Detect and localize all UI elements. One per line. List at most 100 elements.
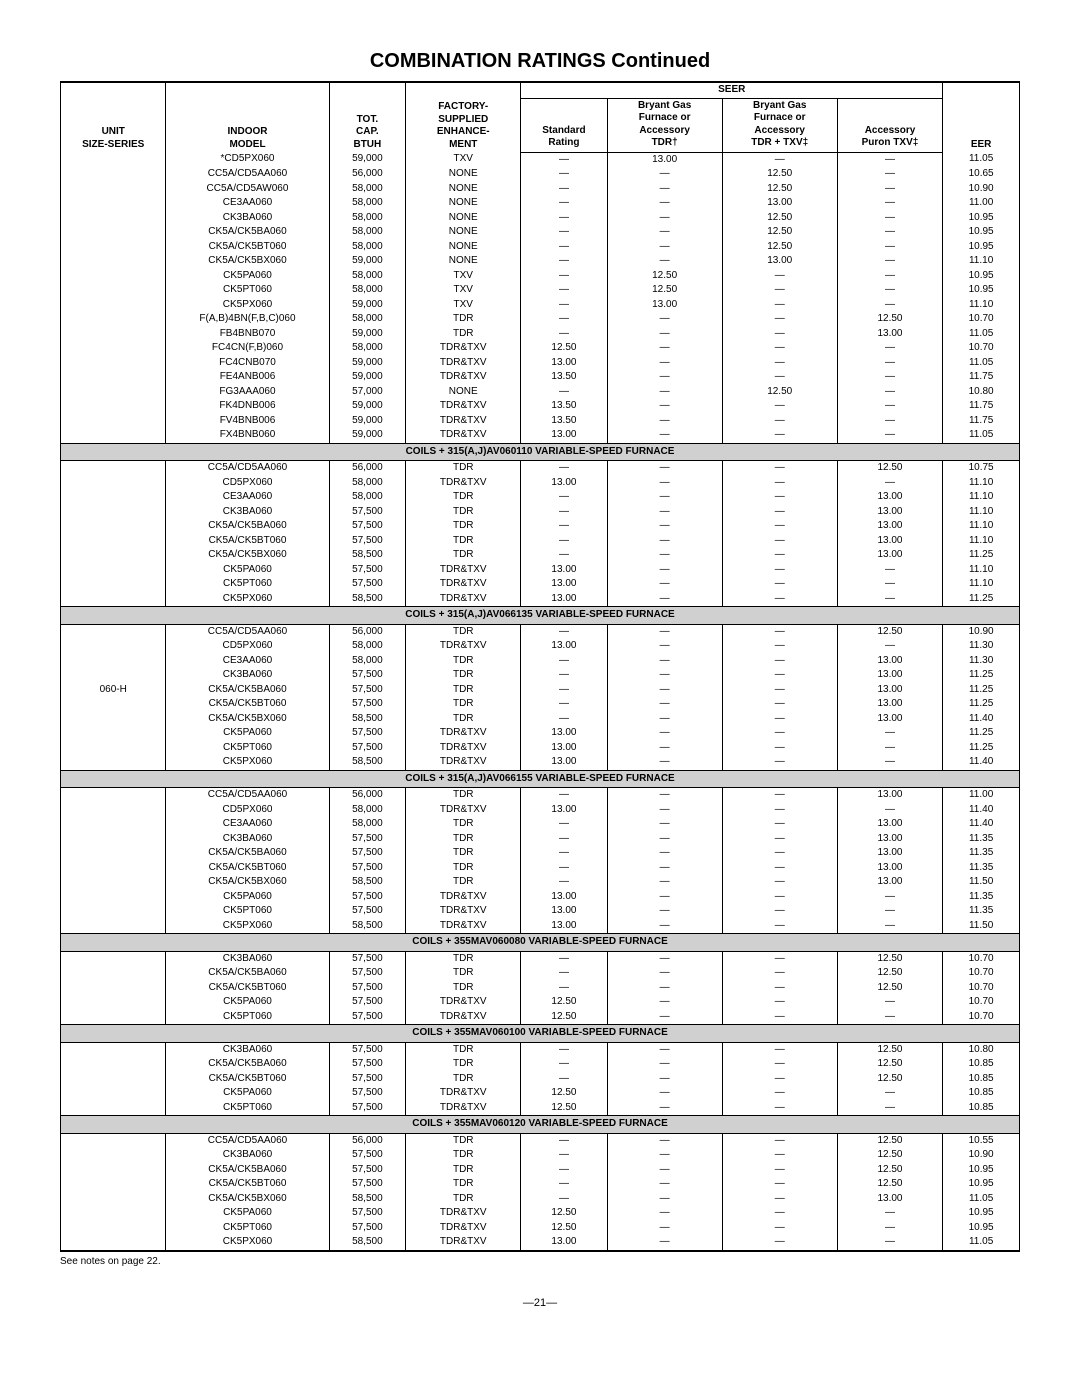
cell-btuh: 57,500	[329, 1221, 406, 1236]
cell-unit	[61, 1133, 166, 1148]
cell-eer: 11.05	[943, 356, 1020, 371]
cell-tdr: —	[607, 788, 722, 803]
cell-tdrtxv: —	[722, 1086, 837, 1101]
cell-model: CK5A/CK5BT060	[166, 1072, 329, 1087]
cell-puron: —	[837, 904, 942, 919]
cell-std: 13.00	[521, 577, 607, 592]
cell-enh: TDR	[406, 534, 521, 549]
table-row: CE3AA06058,000NONE——13.00—11.00	[61, 196, 1020, 211]
cell-puron: —	[837, 726, 942, 741]
cell-model: *CD5PX060	[166, 152, 329, 167]
cell-btuh: 59,000	[329, 428, 406, 443]
cell-enh: TDR&TXV	[406, 639, 521, 654]
cell-btuh: 57,500	[329, 697, 406, 712]
cell-unit	[61, 312, 166, 327]
cell-enh: TDR	[406, 654, 521, 669]
cell-puron: 13.00	[837, 875, 942, 890]
cell-puron: —	[837, 385, 942, 400]
cell-tdrtxv: —	[722, 1057, 837, 1072]
cell-enh: NONE	[406, 240, 521, 255]
hdr-model: INDOORMODEL	[166, 82, 329, 152]
hdr-std: StandardRating	[521, 98, 607, 152]
cell-std: —	[521, 1133, 607, 1148]
cell-unit	[61, 817, 166, 832]
cell-tdrtxv: —	[722, 712, 837, 727]
cell-tdr: —	[607, 534, 722, 549]
table-row: CK3BA06057,500TDR———13.0011.25	[61, 668, 1020, 683]
cell-puron: 13.00	[837, 861, 942, 876]
cell-eer: 10.95	[943, 1206, 1020, 1221]
cell-std: —	[521, 712, 607, 727]
cell-unit	[61, 563, 166, 578]
table-row: CK5A/CK5BX06058,500TDR———13.0011.50	[61, 875, 1020, 890]
cell-btuh: 57,500	[329, 741, 406, 756]
cell-std: —	[521, 225, 607, 240]
cell-unit	[61, 577, 166, 592]
cell-eer: 11.25	[943, 726, 1020, 741]
cell-tdrtxv: —	[722, 890, 837, 905]
cell-enh: TDR&TXV	[406, 563, 521, 578]
cell-eer: 10.85	[943, 1057, 1020, 1072]
cell-enh: TDR	[406, 1072, 521, 1087]
cell-std: 12.50	[521, 1206, 607, 1221]
cell-eer: 10.65	[943, 167, 1020, 182]
ratings-table: UNITSIZE-SERIES INDOORMODEL TOT.CAP.BTUH…	[60, 81, 1020, 1252]
table-row: CC5A/CD5AA06056,000NONE——12.50—10.65	[61, 167, 1020, 182]
table-row: CK5PX06058,500TDR&TXV13.00———11.50	[61, 919, 1020, 934]
cell-enh: TDR&TXV	[406, 476, 521, 491]
cell-enh: TDR&TXV	[406, 726, 521, 741]
cell-enh: TDR&TXV	[406, 904, 521, 919]
cell-model: CK5A/CK5BX060	[166, 875, 329, 890]
cell-std: 13.00	[521, 890, 607, 905]
cell-std: —	[521, 312, 607, 327]
table-row: CK3BA06057,500TDR———12.5010.90	[61, 1148, 1020, 1163]
cell-tdr: —	[607, 1101, 722, 1116]
cell-tdr: —	[607, 211, 722, 226]
cell-puron: —	[837, 370, 942, 385]
cell-btuh: 59,000	[329, 298, 406, 313]
cell-unit	[61, 1057, 166, 1072]
cell-model: CK5PX060	[166, 1235, 329, 1251]
cell-puron: —	[837, 995, 942, 1010]
cell-puron: —	[837, 1206, 942, 1221]
cell-eer: 11.30	[943, 654, 1020, 669]
cell-model: CK5PT060	[166, 1101, 329, 1116]
cell-puron: 13.00	[837, 548, 942, 563]
cell-tdr: —	[607, 683, 722, 698]
table-row: F(A,B)4BN(F,B,C)06058,000TDR———12.5010.7…	[61, 312, 1020, 327]
cell-unit	[61, 890, 166, 905]
cell-tdrtxv: —	[722, 1010, 837, 1025]
cell-model: FV4BNB006	[166, 414, 329, 429]
cell-unit	[61, 283, 166, 298]
cell-tdr: —	[607, 712, 722, 727]
section-header: COILS + 355MAV060120 VARIABLE-SPEED FURN…	[61, 1116, 1020, 1134]
cell-tdr: —	[607, 624, 722, 639]
cell-eer: 10.95	[943, 225, 1020, 240]
table-row: CD5PX06058,000TDR&TXV13.00———11.40	[61, 803, 1020, 818]
cell-tdrtxv: —	[722, 1163, 837, 1178]
table-row: CK5A/CK5BT06058,000NONE——12.50—10.95	[61, 240, 1020, 255]
table-row: CK5A/CK5BA06057,500TDR———13.0011.10	[61, 519, 1020, 534]
cell-puron: 12.50	[837, 624, 942, 639]
cell-btuh: 59,000	[329, 370, 406, 385]
cell-enh: TDR&TXV	[406, 1206, 521, 1221]
cell-unit	[61, 519, 166, 534]
cell-tdr: —	[607, 167, 722, 182]
cell-enh: TDR&TXV	[406, 577, 521, 592]
cell-btuh: 58,000	[329, 639, 406, 654]
cell-tdr: —	[607, 846, 722, 861]
cell-tdr: —	[607, 505, 722, 520]
cell-btuh: 57,500	[329, 563, 406, 578]
cell-enh: TDR&TXV	[406, 919, 521, 934]
cell-btuh: 57,500	[329, 519, 406, 534]
cell-unit	[61, 904, 166, 919]
cell-std: 13.00	[521, 741, 607, 756]
cell-puron: 13.00	[837, 846, 942, 861]
cell-model: CK5A/CK5BA060	[166, 225, 329, 240]
cell-std: —	[521, 875, 607, 890]
cell-enh: TDR	[406, 683, 521, 698]
cell-puron: 13.00	[837, 788, 942, 803]
table-row: FX4BNB06059,000TDR&TXV13.00———11.05	[61, 428, 1020, 443]
cell-btuh: 56,000	[329, 1133, 406, 1148]
cell-eer: 10.95	[943, 1163, 1020, 1178]
